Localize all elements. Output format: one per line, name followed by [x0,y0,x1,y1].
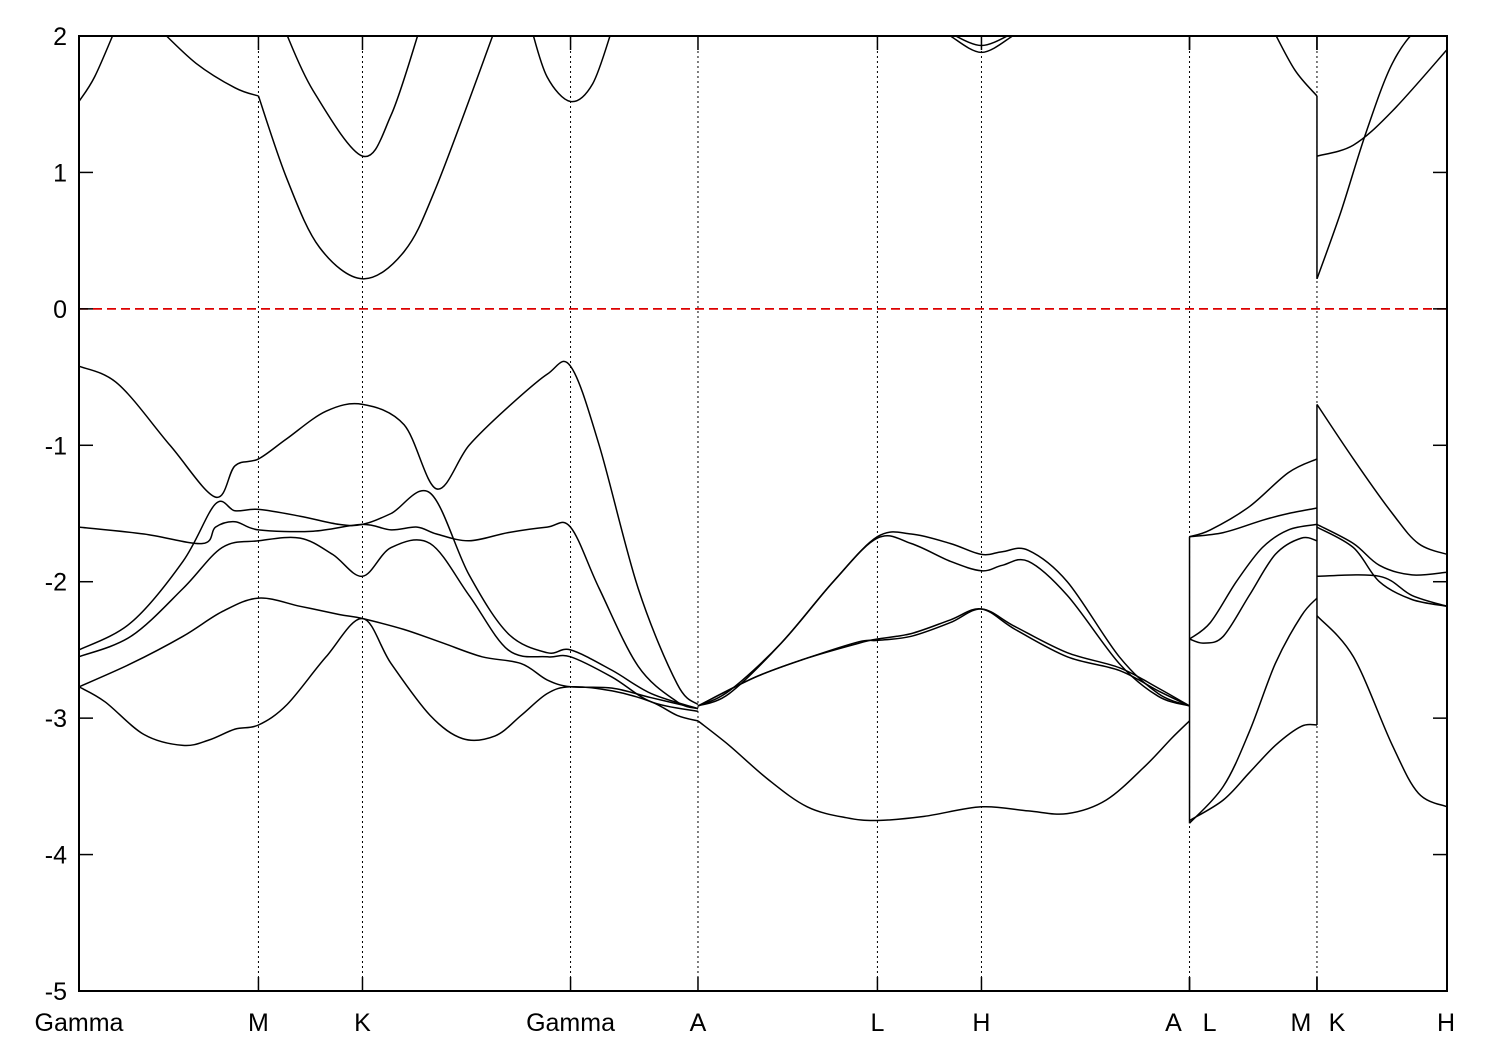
band-line [697,534,1190,707]
x-tick-label: Gamma [35,1009,124,1037]
band-line [79,360,699,706]
x-tick-label: L [1203,1009,1217,1037]
high-symmetry-gridlines [257,36,1318,991]
y-tick-label: -3 [45,705,67,733]
band-line [1316,526,1447,608]
band-line [697,608,1190,707]
x-axis: Gamma M K Gamma A L H A L M K H [35,36,1455,1037]
x-tick-label: M [248,1009,269,1037]
band-line [949,36,1014,54]
y-tick-label: -1 [45,432,67,460]
x-tick-label: H [972,1009,990,1037]
band-line [697,608,1190,707]
band-line [1316,36,1438,280]
y-axis: -5 -4 -3 -2 -1 0 1 2 [45,23,1447,1006]
x-tick-label: L [870,1009,884,1037]
x-tick-label: Gamma [526,1009,615,1037]
band-line [257,36,494,280]
y-tick-label: 0 [53,296,67,324]
band-line [1275,36,1318,97]
x-tick-label: A [1165,1009,1182,1037]
band-line [79,489,699,710]
band-line [1188,597,1318,824]
x-tick-label: K [1329,1009,1346,1037]
band-line [1316,615,1447,808]
band-line [165,36,259,97]
path-discontinuities [1188,96,1318,824]
band-line [1316,574,1447,608]
band-line [1316,49,1447,157]
x-tick-label: K [354,1009,371,1037]
y-tick-label: -4 [45,842,67,870]
band-line [1189,523,1318,640]
y-tick-label: 2 [53,23,67,51]
plot-frame [78,35,1448,992]
band-line [1189,458,1318,538]
band-line [1316,523,1447,576]
x-tick-label: M [1291,1009,1312,1037]
band-lines [79,36,1447,824]
x-tick-label: H [1437,1009,1455,1037]
band-line [79,597,699,710]
x-tick-label: A [690,1009,707,1037]
band-line [79,36,114,102]
band-line [697,720,1191,822]
band-line [286,36,419,158]
band-line [79,520,699,710]
band-line [79,536,699,713]
band-line [532,36,611,103]
y-tick-label: 1 [53,159,67,187]
band-line [1316,403,1447,556]
y-tick-label: -2 [45,569,67,597]
band-line [1189,536,1318,644]
y-tick-label: -5 [45,978,67,1006]
band-line [1189,723,1318,822]
band-line [1189,507,1318,538]
band-line [79,617,699,747]
